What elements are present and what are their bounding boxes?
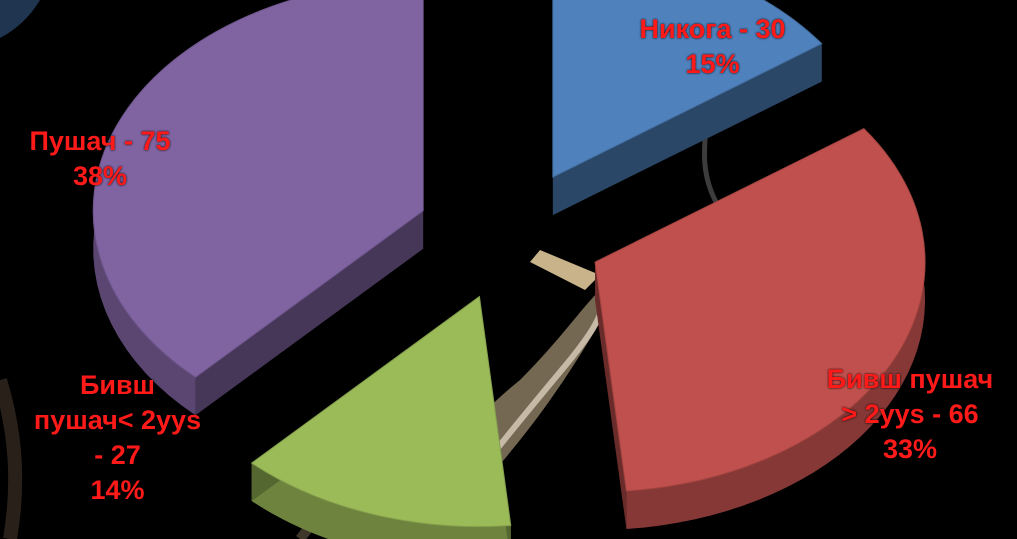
pie-slice-side (626, 128, 926, 530)
label-former-short-line2: пушач< 2yys (33, 405, 202, 436)
pie-slice-3 (92, 0, 424, 416)
pie-slice-side (251, 463, 511, 539)
pie-slice-wall (595, 262, 627, 530)
label-never-percent: 15% (685, 49, 740, 80)
label-smoker-name: Пушач - 75 (29, 126, 171, 156)
label-former-long-line1: Бивш пушач (826, 364, 994, 394)
pie-slice-1 (594, 128, 926, 530)
label-former-short-percent: 14% (90, 475, 145, 506)
pie-slice-2 (250, 295, 512, 539)
label-former-long: Бивш пушач > 2yys - 66 33% (805, 362, 1015, 467)
pie-slice-wall (552, 43, 822, 216)
pie-slice-top (594, 128, 926, 492)
label-former-long-line2: > 2yys - 66 (841, 399, 979, 430)
label-smoker: Пушач - 75 38% (5, 124, 195, 194)
label-former-short-line3: - 27 (94, 440, 141, 471)
pie-slice-0 (552, 0, 823, 216)
label-former-long-percent: 33% (882, 434, 938, 465)
pie-slice-top (552, 0, 823, 178)
corner-slice-fragment (0, 0, 40, 38)
label-smoker-percent: 38% (72, 161, 128, 192)
label-former-short-line1: Бивш (79, 370, 156, 400)
pie-slice-top (92, 0, 424, 378)
label-former-short: Бивш пушач< 2yys - 27 14% (10, 368, 225, 508)
label-never-name: Никога - 30 (639, 14, 786, 44)
cigarette-decoration (530, 250, 600, 290)
pie-slice-top (250, 295, 512, 528)
pie-slice-wall (195, 210, 424, 416)
label-never: Никога - 30 15% (610, 12, 815, 82)
